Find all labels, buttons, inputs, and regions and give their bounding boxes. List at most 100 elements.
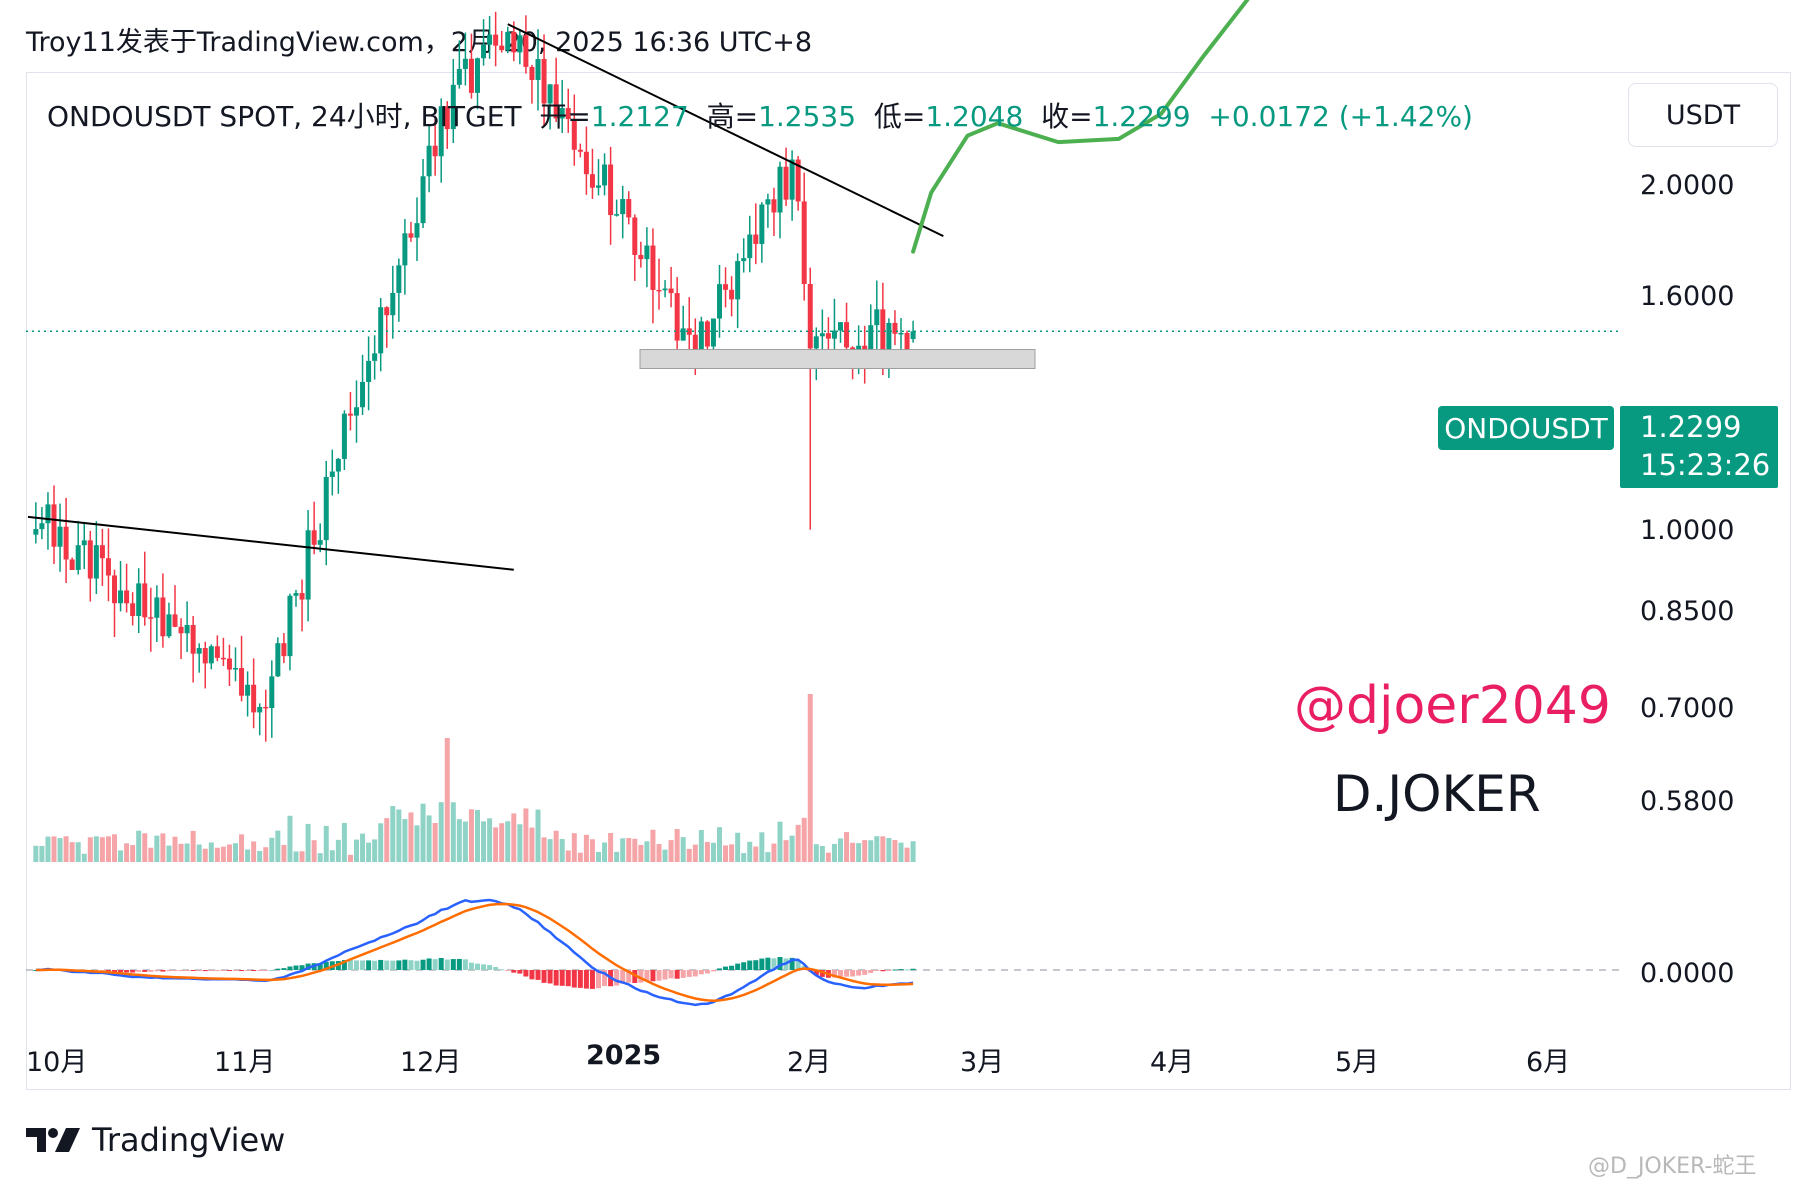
volume-bar (39, 845, 45, 862)
macd-histogram-bar (735, 963, 741, 970)
candle-body (57, 526, 63, 547)
candle-body (825, 333, 831, 339)
volume-bar (154, 835, 160, 862)
macd-histogram-bar (317, 963, 323, 970)
macd-histogram-bar (668, 970, 674, 979)
volume-bar (874, 836, 880, 862)
volume-bar (118, 850, 124, 862)
candle-body (529, 66, 535, 80)
volume-bar (366, 842, 372, 862)
volume-bar (493, 827, 499, 862)
volume-bar (898, 842, 904, 862)
legend-open: 1.2127 (590, 100, 689, 133)
volume-bar (589, 839, 595, 862)
candle-body (577, 149, 583, 152)
macd-histogram-bar (263, 970, 269, 971)
volume-bar (456, 819, 462, 862)
volume-bar (535, 809, 541, 862)
volume-bar (499, 823, 505, 862)
candle-body (608, 164, 614, 216)
candle-body (99, 545, 105, 559)
macd-histogram-bar (33, 970, 39, 971)
macd-histogram-bar (178, 970, 184, 972)
volume-bar (547, 839, 553, 862)
candle-body (105, 558, 111, 576)
candle-body (674, 293, 680, 341)
macd-histogram-bar (118, 970, 124, 973)
candle-body (886, 322, 892, 355)
volume-bar (904, 847, 910, 862)
macd-histogram-bar (759, 958, 765, 970)
volume-bar (771, 843, 777, 862)
candle-body (553, 84, 559, 119)
macd-histogram-bar (589, 970, 595, 989)
volume-bar (626, 838, 632, 862)
candle-body (408, 233, 414, 238)
volume-bar (269, 837, 275, 862)
volume-bar (51, 836, 57, 862)
volume-bar (741, 853, 747, 862)
volume-bar (112, 834, 117, 862)
candle-body (287, 595, 293, 657)
macd-histogram-bar (468, 962, 474, 970)
candle-body (541, 59, 547, 104)
candle-body (220, 657, 226, 660)
watermark-handle: @djoer2049 (1294, 676, 1611, 736)
candle-body (729, 289, 735, 300)
candle-body (160, 597, 166, 637)
candle-body (505, 31, 511, 51)
candle-body (650, 245, 656, 290)
volume-bar (360, 833, 366, 862)
candle-body (517, 35, 523, 53)
candle-body (33, 529, 39, 535)
time-tick: 2月 (787, 1047, 832, 1078)
candle-body (323, 476, 329, 541)
volume-bar (638, 844, 644, 862)
macd-histogram-bar (432, 959, 438, 970)
macd-histogram-bar (583, 970, 589, 989)
candle-body (87, 540, 93, 579)
candle-body (166, 614, 172, 637)
candle-body (341, 413, 347, 459)
volume-bar (656, 844, 662, 862)
macd-histogram-bar (245, 970, 251, 971)
price-tick: 0.0000 (1640, 958, 1735, 989)
macd-histogram-bar (577, 970, 583, 988)
candle-body (426, 145, 432, 177)
volume-bar (384, 818, 390, 862)
volume-bar (214, 847, 220, 862)
candle-body (717, 284, 722, 319)
volume-bar (765, 852, 771, 862)
volume-bar (396, 809, 402, 862)
volume-bar (402, 819, 408, 862)
tradingview-logo[interactable]: TradingView (26, 1121, 285, 1159)
volume-bar (481, 821, 487, 862)
candle-body (656, 289, 662, 292)
macd-histogram-bar (747, 960, 753, 970)
price-tick: 1.6000 (1640, 281, 1735, 312)
macd-histogram-bar (717, 968, 722, 970)
currency-button[interactable]: USDT (1628, 83, 1778, 147)
volume-bar (644, 841, 650, 862)
volume-bar (692, 844, 698, 862)
candle-body (239, 668, 245, 696)
volume-bar (735, 832, 741, 862)
legend-high: 1.2535 (758, 100, 857, 133)
candle-body (456, 68, 462, 85)
candle-body (565, 108, 571, 120)
macd-histogram-bar (269, 969, 275, 971)
candle-body (420, 176, 426, 224)
volume-bar (160, 833, 166, 862)
candle-body (124, 590, 130, 604)
candle-body (747, 234, 753, 259)
candle-body (487, 34, 493, 45)
candles (33, 11, 916, 742)
time-tick: 11月 (214, 1047, 276, 1078)
macd-histogram-bar (674, 970, 680, 979)
candle-body (214, 646, 220, 658)
volume-bar (831, 843, 837, 862)
candle-body (372, 353, 378, 361)
macd-histogram-bar (493, 967, 499, 970)
macd-histogram-bar (481, 964, 487, 970)
